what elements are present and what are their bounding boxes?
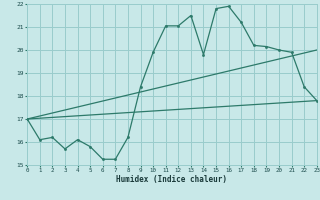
X-axis label: Humidex (Indice chaleur): Humidex (Indice chaleur): [116, 175, 228, 184]
